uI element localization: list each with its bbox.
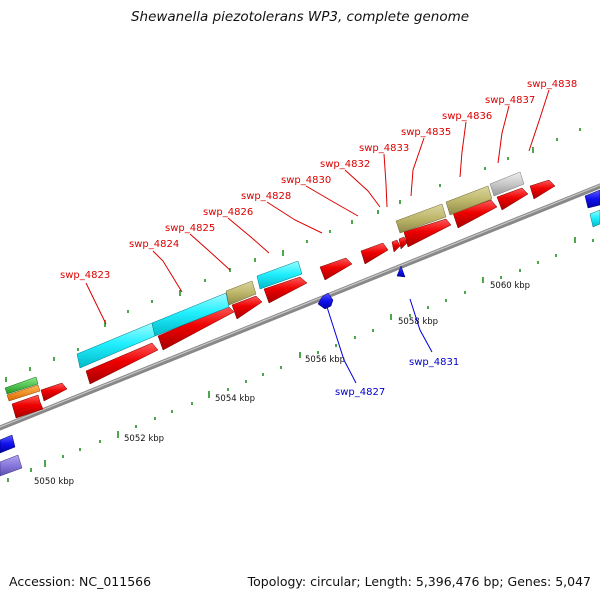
genome-backbone-highlight bbox=[0, 184, 600, 428]
cds-arrow[interactable] bbox=[391, 239, 401, 253]
reverse-gene-labels: swp_4827 swp_4831 bbox=[335, 357, 459, 398]
kbp-label: 5058 kbp bbox=[398, 317, 438, 327]
inner-tick-track bbox=[7, 237, 594, 482]
cds-arrow[interactable] bbox=[360, 242, 389, 265]
feature-cyan[interactable] bbox=[256, 260, 303, 290]
gene-label[interactable]: swp_4836 bbox=[442, 111, 492, 122]
gene-label[interactable]: swp_4833 bbox=[359, 143, 409, 154]
forward-label-leaders bbox=[85, 89, 550, 325]
cds-arrow[interactable] bbox=[319, 257, 353, 281]
cds-arrow[interactable] bbox=[0, 454, 23, 477]
cds-arrow[interactable] bbox=[40, 382, 68, 402]
kbp-label: 5056 kbp bbox=[305, 355, 345, 365]
cds-arrow[interactable] bbox=[403, 218, 452, 248]
cds-arrow[interactable] bbox=[496, 187, 529, 211]
cds-arrow[interactable] bbox=[589, 209, 600, 228]
cds-arrow[interactable] bbox=[263, 276, 308, 304]
gene-label[interactable]: swp_4831 bbox=[409, 357, 459, 368]
feature-orange[interactable] bbox=[6, 384, 41, 402]
reverse-cds-track bbox=[0, 189, 600, 477]
forward-cds-track bbox=[11, 179, 556, 419]
gene-label[interactable]: swp_4823 bbox=[60, 270, 110, 281]
gene-label[interactable]: swp_4828 bbox=[241, 191, 291, 202]
gene-label[interactable]: swp_4835 bbox=[401, 127, 451, 138]
feature-khaki[interactable] bbox=[225, 280, 257, 306]
kbp-label: 5054 kbp bbox=[215, 394, 255, 404]
kbp-label: 5060 kbp bbox=[490, 281, 530, 291]
gene-label[interactable]: swp_4827 bbox=[335, 387, 385, 398]
outer-tick-track bbox=[5, 128, 581, 382]
gene-label[interactable]: swp_4832 bbox=[320, 159, 370, 170]
gene-label[interactable]: swp_4830 bbox=[281, 175, 331, 186]
feature-track bbox=[4, 171, 525, 402]
feature-cyan[interactable] bbox=[151, 292, 230, 337]
feature-khaki[interactable] bbox=[445, 185, 493, 216]
cds-arrow[interactable] bbox=[584, 189, 600, 209]
kbp-label: 5052 kbp bbox=[124, 434, 164, 444]
gene-label[interactable]: swp_4837 bbox=[485, 95, 535, 106]
cds-arrow[interactable] bbox=[85, 342, 159, 385]
accession-text: Accession: NC_011566 bbox=[9, 574, 152, 589]
gene-label[interactable]: swp_4826 bbox=[203, 207, 253, 218]
cds-arrow[interactable] bbox=[0, 434, 16, 454]
kbp-label: 5050 kbp bbox=[34, 477, 74, 487]
feature-khaki[interactable] bbox=[395, 203, 447, 234]
map-title: Shewanella piezotolerans WP3, complete g… bbox=[130, 9, 470, 25]
cds-arrow[interactable] bbox=[317, 292, 334, 310]
gene-label[interactable]: swp_4838 bbox=[527, 79, 577, 90]
cds-arrow[interactable] bbox=[11, 394, 44, 419]
feature-green[interactable] bbox=[4, 376, 39, 395]
genome-backbone bbox=[0, 183, 600, 431]
forward-gene-labels: swp_4823 swp_4824 swp_4825 swp_4826 swp_… bbox=[60, 79, 577, 281]
cds-arrow[interactable] bbox=[231, 295, 263, 320]
reverse-label-leaders bbox=[326, 298, 433, 384]
feature-grey[interactable] bbox=[489, 171, 525, 197]
genome-summary-text: Topology: circular; Length: 5,396,476 bp… bbox=[247, 574, 591, 589]
cds-arrow[interactable] bbox=[529, 179, 556, 200]
gene-label[interactable]: swp_4825 bbox=[165, 223, 215, 234]
cds-arrow[interactable] bbox=[396, 265, 406, 278]
gene-label[interactable]: swp_4824 bbox=[129, 239, 179, 250]
